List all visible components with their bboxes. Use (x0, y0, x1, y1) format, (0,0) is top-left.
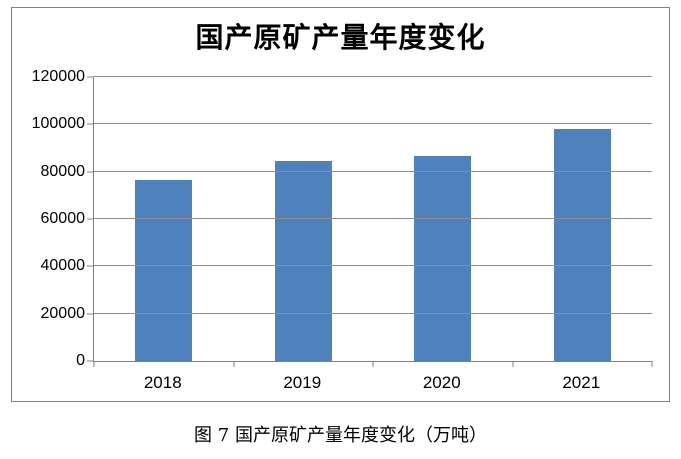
bar-cell-2020 (373, 77, 513, 361)
bar-cell-2018 (94, 77, 234, 361)
bar-2019 (274, 160, 332, 361)
chart-frame: 国产原矿产量年度变化 0 20000 40000 60000 80000 100000 12… (11, 7, 670, 402)
gridline (94, 76, 652, 77)
y-axis-tick (87, 123, 94, 125)
x-axis-tick-label: 2021 (562, 373, 601, 392)
x-axis-tick (372, 361, 374, 367)
y-axis-tick (87, 218, 94, 220)
bar-series (94, 77, 652, 361)
x-axis-tick-label: 2019 (283, 373, 322, 392)
gridline (94, 123, 652, 125)
y-axis-tick-label: 0 (76, 352, 85, 369)
y-axis-tick-label: 120000 (31, 68, 85, 85)
plot-area (87, 76, 653, 367)
bar-cell-2021 (513, 77, 653, 361)
bar-2021 (553, 129, 611, 361)
gridline (94, 218, 652, 219)
bar-2020 (414, 155, 472, 361)
y-axis-tick-label: 20000 (40, 304, 86, 322)
y-axis-tick (87, 265, 94, 267)
x-axis-tick (93, 361, 95, 367)
chart-title: 国产原矿产量年度变化 (195, 21, 486, 54)
y-axis-tick (87, 76, 94, 78)
y-axis-tick (87, 313, 94, 315)
y-axis-tick (87, 171, 94, 173)
x-axis-tick (512, 361, 513, 367)
y-axis-tick-label: 40000 (40, 257, 86, 275)
figure-caption: 图 7 国产原矿产量年度变化（万吨） (194, 425, 487, 446)
x-axis-tick (233, 361, 234, 367)
x-axis-tick (651, 361, 653, 367)
y-axis-tick-label: 100000 (31, 115, 85, 133)
y-axis-tick (87, 360, 94, 362)
gridline (94, 312, 652, 314)
bar-2018 (135, 179, 193, 361)
y-axis-tick-label: 80000 (40, 162, 86, 180)
x-axis-tick-label: 2018 (143, 373, 182, 392)
y-axis-tick-label: 60000 (40, 210, 86, 227)
gridline (94, 170, 652, 172)
y-axis-labels: 0 20000 40000 60000 80000 100000 120000 (12, 69, 86, 369)
gridline (94, 265, 652, 267)
bar-cell-2019 (234, 77, 374, 361)
x-axis-labels: 2018 2019 2020 2021 (93, 371, 651, 395)
x-axis-tick-label: 2020 (422, 373, 461, 392)
